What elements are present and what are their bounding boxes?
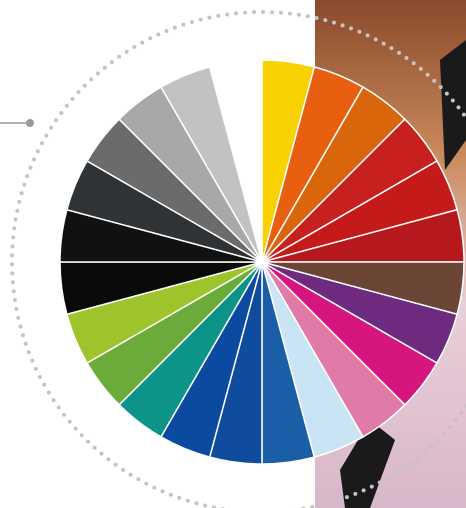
bike-part [340, 420, 395, 508]
pointer-dot [26, 119, 34, 127]
wheel [59, 59, 465, 465]
bike-part [440, 40, 466, 170]
color-swatch [208, 59, 263, 263]
dotted-ring [10, 10, 466, 508]
